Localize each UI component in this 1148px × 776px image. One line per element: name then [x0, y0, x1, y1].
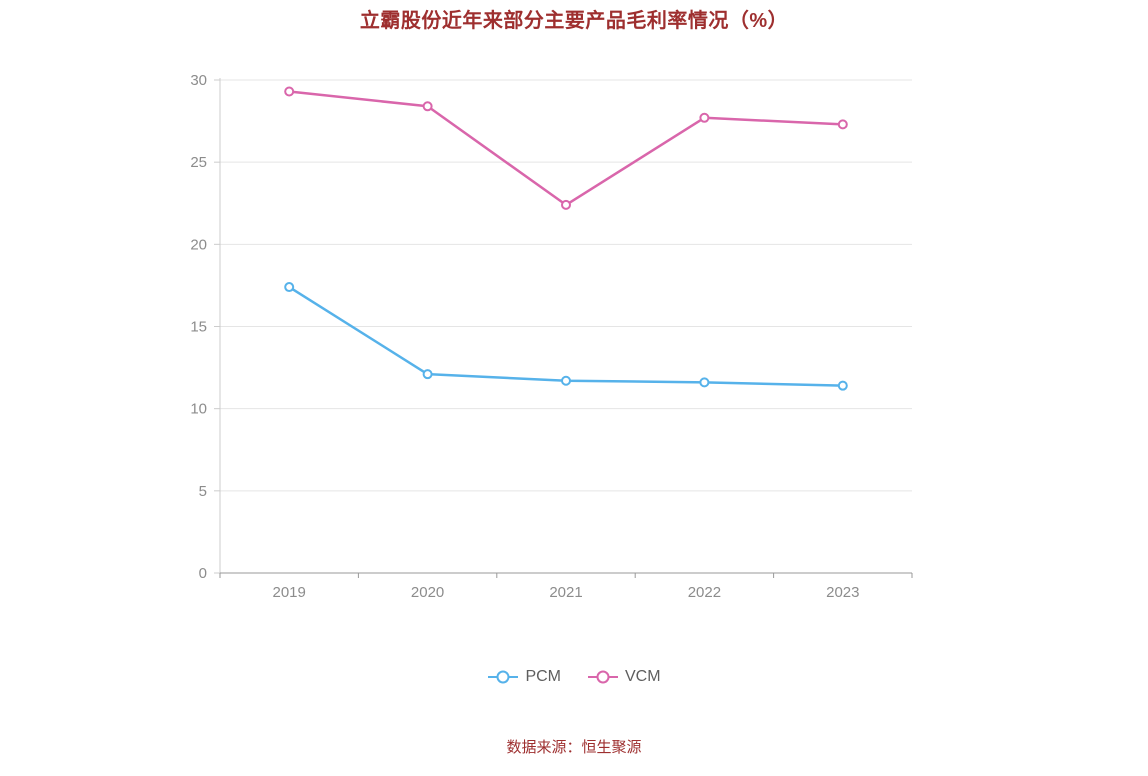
data-point-vcm — [422, 101, 433, 112]
legend-item-vcm[interactable]: VCM — [587, 668, 661, 686]
y-axis-label: 10 — [190, 401, 207, 418]
data-point-pcm — [561, 375, 571, 386]
x-axis-label: 2022 — [688, 584, 721, 601]
data-point-vcm — [561, 199, 571, 210]
data-point-pcm — [422, 369, 433, 380]
x-axis-label: 2023 — [826, 584, 859, 601]
y-axis-label: 5 — [199, 483, 207, 500]
x-axis-label: 2019 — [273, 584, 306, 601]
y-axis-label: 15 — [190, 319, 207, 336]
y-axis-label: 20 — [190, 236, 207, 253]
line-chart: 0 5 10 15 20 25 30 2019 2020 2021 2022 2023 — [190, 72, 913, 601]
x-axis-label: 2020 — [411, 584, 444, 601]
x-axis-label: 2021 — [549, 584, 582, 601]
data-source: 数据来源：恒生聚源 — [506, 739, 642, 756]
data-point-pcm — [699, 377, 710, 388]
data-point-pcm — [837, 380, 848, 391]
y-axis-label: 25 — [190, 154, 207, 171]
legend-item-pcm[interactable]: PCM — [487, 668, 561, 686]
y-axis-label: 30 — [190, 72, 207, 89]
data-point-vcm — [699, 112, 710, 123]
legend-label-pcm: PCM — [525, 668, 561, 685]
series-line-pcm — [287, 285, 845, 387]
y-axis-label: 0 — [199, 565, 207, 582]
chart-legend: PCM VCM — [0, 668, 1148, 686]
legend-marker-vcm — [588, 670, 618, 684]
legend-label-vcm: VCM — [625, 668, 661, 685]
series-line-vcm — [287, 90, 845, 207]
data-point-vcm — [837, 119, 848, 130]
data-point-vcm — [284, 86, 295, 97]
legend-marker-pcm — [488, 670, 519, 684]
data-point-pcm — [284, 282, 295, 293]
chart-title: 立霸股份近年来部分主要产品毛利率情况（%） — [359, 10, 789, 32]
